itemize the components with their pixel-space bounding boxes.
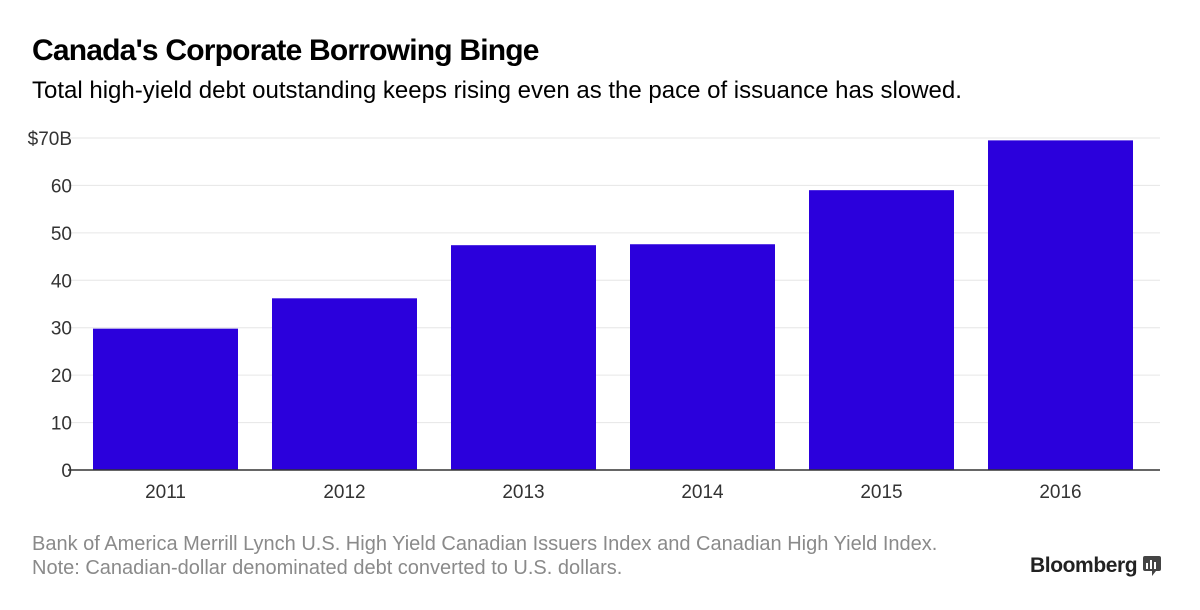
x-tick-label: 2012 [323, 482, 365, 503]
bar [630, 244, 775, 470]
conversion-note: Note: Canadian-dollar denominated debt c… [32, 557, 623, 579]
bar [988, 140, 1133, 470]
x-tick-label: 2011 [145, 482, 186, 503]
y-tick-label: 10 [51, 414, 72, 435]
bar [272, 298, 417, 470]
y-tick-label: 60 [51, 176, 72, 197]
chart-subtitle: Total high-yield debt outstanding keeps … [32, 77, 962, 104]
source-note: Bank of America Merrill Lynch U.S. High … [32, 533, 938, 555]
x-tick-label: 2016 [1039, 482, 1081, 503]
brand-name: Bloomberg [1030, 554, 1138, 577]
x-tick-label: 2013 [502, 482, 544, 503]
bar [451, 245, 596, 470]
y-tick-label: 20 [51, 366, 72, 387]
y-tick-label: 0 [61, 461, 72, 482]
y-tick-label: 50 [51, 224, 72, 245]
y-tick-label: 30 [51, 319, 72, 340]
bar [93, 328, 238, 470]
x-tick-label: 2014 [681, 482, 724, 503]
brand-logo: Bloomberg [1030, 554, 1162, 578]
y-tick-label: 40 [51, 271, 72, 292]
y-tick-label: $70B [28, 129, 72, 150]
bar [809, 190, 954, 470]
chart-title: Canada's Corporate Borrowing Binge [32, 34, 539, 67]
x-tick-label: 2015 [860, 482, 902, 503]
bloomberg-logo-icon [1143, 556, 1162, 576]
chart-footer: Bank of America Merrill Lynch U.S. High … [32, 532, 937, 580]
